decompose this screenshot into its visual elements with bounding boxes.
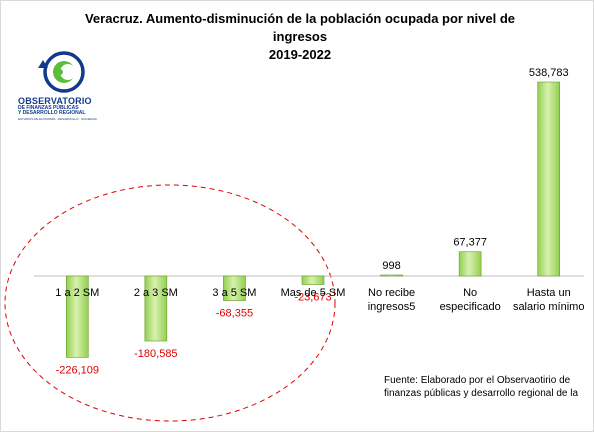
value-label-3: -23,673 bbox=[294, 292, 331, 304]
value-label-2: -68,355 bbox=[216, 308, 253, 320]
value-label-1: -180,585 bbox=[134, 348, 177, 360]
category-label-3: Mas de 5 SM bbox=[281, 287, 346, 299]
category-label-0: 1 a 2 SM bbox=[55, 287, 99, 299]
bar-4 bbox=[380, 274, 403, 277]
logo-text-line2: DE FINANZAS PÚBLICAS bbox=[18, 105, 79, 111]
source-line1: Fuente: Elaborado por el Observaotirio d… bbox=[384, 375, 571, 386]
bar-1 bbox=[144, 275, 168, 342]
chart-title: Veracruz. Aumento-disminución de la pobl… bbox=[60, 10, 540, 64]
value-label-6: 538,783 bbox=[529, 67, 569, 79]
category-label-5-0: No bbox=[463, 287, 477, 299]
category-label-6-1: salario mínimo bbox=[513, 301, 585, 313]
category-label-2: 3 a 5 SM bbox=[212, 287, 256, 299]
source-line2: finanzas públicas y desarrollo regional … bbox=[384, 388, 579, 399]
chart-title-line2: 2019-2022 bbox=[268, 47, 332, 62]
chart-title-line1: Veracruz. Aumento-disminución de la pobl… bbox=[84, 11, 516, 44]
source-note: Fuente: Elaborado por el Observaotirio d… bbox=[384, 374, 584, 400]
category-label-5-1: especificado bbox=[440, 301, 501, 313]
category-label-1: 2 a 3 SM bbox=[134, 287, 178, 299]
category-label-4-0: No recibe bbox=[368, 287, 415, 299]
observatorio-logo-icon bbox=[38, 51, 85, 93]
logo-text-tagline: ESTUDIOS DE ECONOMÍA · DESARROLLO · SOCI… bbox=[18, 117, 97, 121]
bar-2 bbox=[223, 275, 246, 301]
logo-text-subtitle: DE FINANZAS PÚBLICAS Y DESARROLLO REGION… bbox=[18, 106, 108, 116]
logo-text-observatorio: OBSERVATORIO bbox=[18, 96, 92, 106]
bar-3 bbox=[301, 275, 325, 285]
bar-0 bbox=[65, 275, 89, 358]
value-label-5: 67,377 bbox=[453, 237, 487, 249]
value-label-4: 998 bbox=[382, 260, 400, 272]
logo-text-line3: Y DESARROLLO REGIONAL bbox=[18, 110, 86, 116]
bar-6 bbox=[537, 81, 561, 277]
highlight-ellipse bbox=[4, 184, 336, 422]
category-label-6-0: Hasta un bbox=[527, 287, 571, 299]
value-label-0: -226,109 bbox=[56, 364, 99, 376]
category-label-4-1: ingresos5 bbox=[368, 301, 416, 313]
bar-5 bbox=[458, 251, 482, 277]
